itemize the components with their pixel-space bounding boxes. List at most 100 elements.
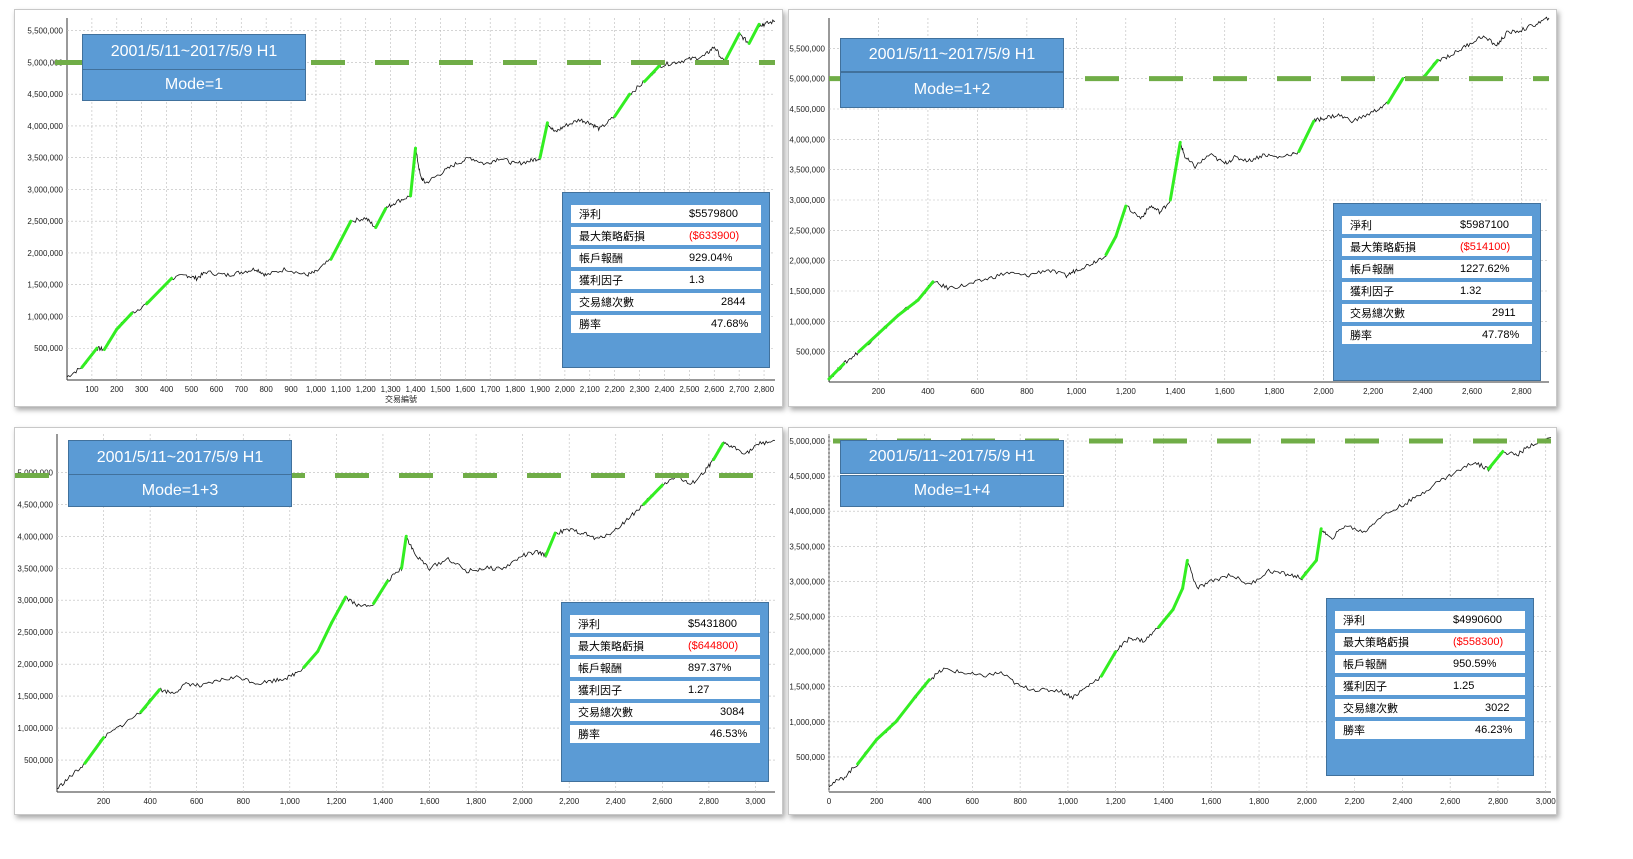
x-axis-label: 交易編號 [385,394,417,404]
y-tick-label: 2,500,000 [17,628,53,637]
winning-run-segment [1157,607,1175,629]
x-tick-label: 2,400 [654,385,675,394]
x-tick-label: 3,000 [1536,797,1556,806]
x-tick-label: 1,200 [356,385,377,394]
equity-curve [56,439,776,790]
mode-label-4: Mode=1+4 [840,475,1064,507]
x-tick-label: 2,200 [605,385,626,394]
x-tick-label: 2,600 [1462,387,1483,396]
x-tick-label: 800 [259,385,273,394]
x-tick-label: 200 [870,797,884,806]
stat-label: 帳戶報酬 [1343,659,1387,671]
stats-box-1: 淨利 $5579800 最大策略虧損 ($633900) 帳戶報酬 929.04% 獲利因子… [562,192,770,368]
stat-value: $5431800 [688,618,737,630]
x-tick-label: 1,000 [306,385,327,394]
winning-run-segment [894,695,917,724]
stat-label: 最大策略虧損 [1350,242,1416,254]
y-tick-label: 2,000,000 [17,660,53,669]
winning-run-segment [1104,234,1118,257]
stat-value: $5579800 [689,208,738,220]
winning-run-segment [102,327,119,352]
winning-run-segment [1386,77,1405,105]
y-tick-label: 500,000 [34,344,63,353]
winning-run-segment [722,32,741,64]
chart-panel-3: 500,000 1,000,000 1,500,000 2,000,000 2,500,… [14,427,783,815]
x-tick-label: 200 [872,387,886,396]
y-tick-label: 4,000,000 [789,135,825,144]
stat-value: 1.32 [1460,285,1482,297]
mode-label-3: Mode=1+3 [68,474,292,507]
y-tick-label: 5,500,000 [789,44,825,53]
stat-label: 交易總次數 [1350,308,1405,320]
x-tick-label: 2,600 [1440,797,1461,806]
x-tick-label: 2,000 [1314,387,1335,396]
winning-run-segment [643,64,661,84]
stat-row: 獲利因子 1.27 [570,681,760,699]
stat-label: 帳戶報酬 [1350,264,1394,276]
x-tick-label: 600 [971,387,985,396]
winning-run-segment [83,736,106,765]
x-tick-label: 2,800 [1512,387,1533,396]
x-tick-label: 2,400 [606,797,627,806]
y-tick-label: 4,500,000 [27,90,63,99]
y-tick-label: 5,500,000 [27,27,63,36]
y-tick-label: 1,000,000 [789,718,825,727]
winning-run-segment [1314,527,1323,562]
y-tick-label: 3,000,000 [27,185,63,194]
stat-row: 最大策略虧損 ($644800) [570,637,760,655]
stat-row: 交易總次數 3022 [1335,699,1525,717]
stats-box-4: 淨利 $4990600 最大策略虧損 ($558300) 帳戶報酬 950.59% 獲利因子… [1326,598,1534,776]
y-tick-label: 1,500,000 [789,683,825,692]
y-tick-label: 1,000,000 [27,312,63,321]
equity-curve [66,19,776,378]
winning-run-segment [876,313,900,335]
stat-row: 淨利 $5431800 [570,615,760,633]
stat-value: 46.53% [710,728,748,740]
x-tick-label: 200 [97,797,111,806]
winning-run-segment [400,534,408,570]
stat-label: 淨利 [578,619,600,631]
y-tick-label: 1,500,000 [789,287,825,296]
winning-run-segment [712,442,725,462]
winning-run-segment [339,219,353,242]
y-tick-label: 3,000,000 [17,596,53,605]
stat-label: 獲利因子 [1343,681,1387,693]
x-tick-label: 1,200 [1106,797,1127,806]
x-tick-label: 1,600 [419,797,440,806]
stat-value: 47.78% [1482,329,1520,341]
stat-value: 3022 [1485,702,1510,714]
stat-value: 46.23% [1475,724,1513,736]
x-tick-label: 2,600 [652,797,673,806]
x-tick-label: 1,900 [530,385,551,394]
x-tick-label: 600 [210,385,224,394]
x-tick-label: 2,000 [513,797,534,806]
stat-value: ($558300) [1453,636,1504,648]
winning-run-segment [409,146,418,198]
stat-label: 最大策略虧損 [578,641,644,653]
x-tick-label: 0 [827,797,832,806]
stat-row: 交易總次數 3084 [570,703,760,721]
x-tick-label: 1,600 [455,385,476,394]
winning-run-segment [372,579,390,605]
stat-value: 950.59% [1453,658,1497,670]
winning-run-segment [1099,650,1118,678]
stat-label: 交易總次數 [578,707,633,719]
y-tick-label: 500,000 [796,753,825,762]
stat-label: 勝率 [1343,725,1365,737]
x-tick-label: 1,100 [331,385,352,394]
x-tick-label: 1,700 [480,385,501,394]
x-tick-label: 1,600 [1215,387,1236,396]
x-tick-label: 800 [237,797,251,806]
winning-run-segment [913,678,931,699]
chart-title-2: 2001/5/11~2017/5/9 H1 [840,38,1064,72]
stat-value: 3084 [720,706,745,718]
x-tick-label: 2,100 [580,385,601,394]
x-tick-label: 1,300 [381,385,402,394]
mode-label-1: Mode=1 [82,69,306,101]
winning-run-segment [145,276,174,306]
stat-row: 勝率 47.78% [1342,326,1532,344]
stat-row: 淨利 $5579800 [571,205,761,223]
x-tick-label: 1,500 [430,385,451,394]
stat-label: 最大策略虧損 [1343,637,1409,649]
x-tick-label: 2,300 [630,385,651,394]
